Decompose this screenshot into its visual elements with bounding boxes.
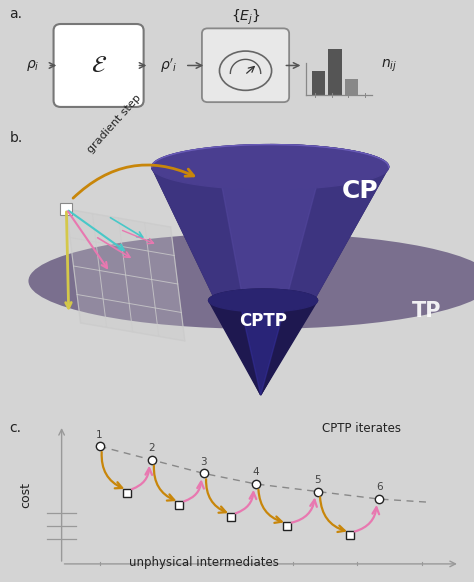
Bar [345, 79, 358, 95]
Polygon shape [261, 144, 389, 395]
Text: unphysical intermediates: unphysical intermediates [129, 556, 279, 569]
Polygon shape [66, 209, 185, 341]
Text: CP: CP [342, 179, 379, 203]
Text: 2: 2 [148, 443, 155, 453]
Polygon shape [152, 144, 389, 395]
Text: $\rho'_i$: $\rho'_i$ [160, 56, 177, 74]
Polygon shape [209, 289, 318, 312]
Text: c.: c. [9, 421, 21, 435]
Bar [312, 71, 325, 95]
Ellipse shape [219, 51, 272, 90]
Text: 6: 6 [376, 482, 383, 492]
Text: cost: cost [19, 481, 33, 508]
Text: 5: 5 [314, 475, 321, 485]
FancyArrowPatch shape [73, 165, 194, 198]
Text: 1: 1 [96, 430, 103, 439]
Text: $n_{ij}$: $n_{ij}$ [381, 57, 397, 74]
Bar [328, 49, 342, 95]
Polygon shape [152, 144, 389, 190]
FancyBboxPatch shape [54, 24, 144, 107]
Text: TP: TP [412, 301, 441, 321]
Text: a.: a. [9, 6, 22, 20]
Text: 4: 4 [253, 467, 259, 477]
Polygon shape [218, 156, 323, 395]
Text: $\rho_i$: $\rho_i$ [27, 58, 40, 73]
Ellipse shape [28, 233, 474, 329]
Text: gradient step: gradient step [85, 93, 143, 155]
Text: b.: b. [9, 131, 23, 145]
Polygon shape [209, 289, 318, 395]
Polygon shape [239, 294, 287, 395]
Text: CPTP iterates: CPTP iterates [322, 422, 401, 435]
Text: CPTP: CPTP [239, 313, 287, 331]
Polygon shape [152, 167, 270, 395]
Text: 3: 3 [201, 457, 207, 467]
FancyBboxPatch shape [202, 29, 289, 102]
Text: $\{E_j\}$: $\{E_j\}$ [231, 8, 260, 27]
Text: $\mathcal{E}$: $\mathcal{E}$ [91, 54, 107, 77]
